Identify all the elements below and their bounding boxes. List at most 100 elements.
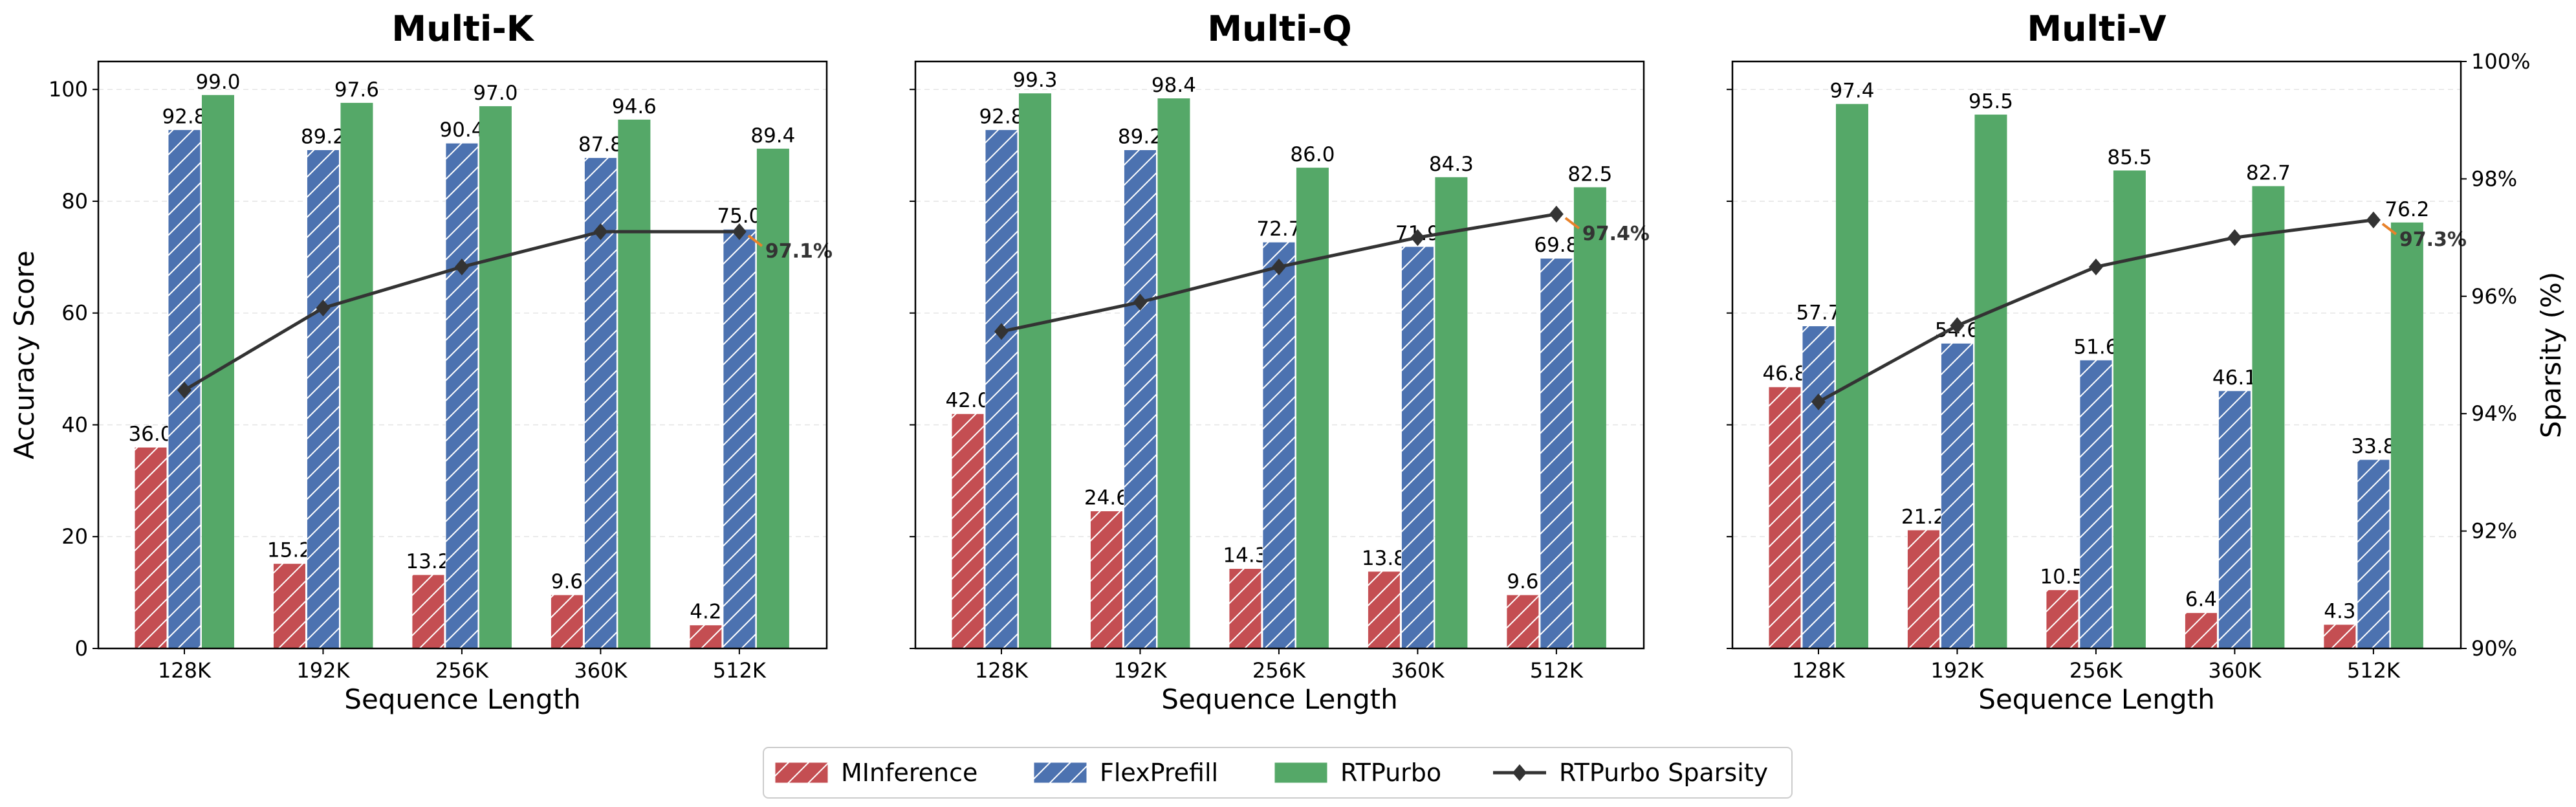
bar-value-label: 99.0 bbox=[195, 71, 240, 94]
sparsity-marker bbox=[1133, 293, 1148, 311]
legend-swatch-minference bbox=[774, 762, 829, 784]
x-tick-label: 512K bbox=[713, 658, 767, 683]
bar-value-label: 92.8 bbox=[162, 105, 206, 128]
bar-value-label: 51.6 bbox=[2073, 335, 2118, 359]
bar-value-label: 4.2 bbox=[690, 601, 721, 624]
bar-value-label: 98.4 bbox=[1152, 74, 1196, 97]
x-axis-label: Sequence Length bbox=[344, 683, 580, 715]
sparsity-annotation: 97.4% bbox=[1582, 223, 1650, 245]
x-tick-label: 128K bbox=[1792, 658, 1846, 683]
sparsity-marker bbox=[1410, 229, 1425, 247]
x-tick-label: 256K bbox=[1252, 658, 1306, 683]
panel-title: Multi-Q bbox=[1207, 8, 1351, 49]
sparsity-marker bbox=[1950, 317, 1965, 335]
bar-value-label: 57.7 bbox=[1796, 302, 1840, 325]
bar-minference-512k bbox=[689, 625, 723, 649]
bar-flexprefill-256k bbox=[2079, 359, 2113, 649]
bar-minference-360k bbox=[2184, 612, 2218, 649]
bar-value-label: 85.5 bbox=[2107, 146, 2152, 169]
panel-multi-k: 0 20 40 60 80 100 36.0 15.2 13.2 9.6 4.2 92.8 89.2 90… bbox=[8, 8, 833, 715]
y-tick-label: 20 bbox=[61, 524, 88, 549]
x-tick-label: 192K bbox=[1113, 658, 1167, 683]
sparsity-marker bbox=[2227, 229, 2242, 247]
y-tick-label: 80 bbox=[61, 189, 88, 214]
bar-flexprefill-512k bbox=[1540, 258, 1573, 649]
sparsity-marker bbox=[2088, 258, 2103, 276]
sparsity-annotation-arrow bbox=[2381, 223, 2397, 236]
bar-value-label: 95.5 bbox=[1969, 90, 2013, 113]
bar-value-label: 13.8 bbox=[1362, 547, 1406, 570]
bar-value-label: 89.4 bbox=[750, 124, 795, 148]
x-tick-label: 192K bbox=[1930, 658, 1984, 683]
bar-rtpurbo-360k bbox=[1435, 177, 1468, 648]
y-tick-label: 40 bbox=[61, 412, 88, 437]
bar-flexprefill-512k bbox=[723, 228, 756, 649]
y-axis-label: Accuracy Score bbox=[8, 250, 40, 459]
bar-value-label: 87.8 bbox=[578, 133, 623, 157]
bar-value-label: 46.1 bbox=[2212, 366, 2257, 390]
bar-rtpurbo-128k bbox=[1018, 93, 1051, 649]
y2-tick-label: 90% bbox=[2471, 636, 2517, 661]
bar-value-label: 9.6 bbox=[1507, 570, 1538, 593]
bar-flexprefill-360k bbox=[1401, 246, 1434, 649]
bar-value-label: 90.4 bbox=[439, 118, 484, 142]
bar-value-label: 89.2 bbox=[301, 125, 345, 148]
bar-value-label: 15.2 bbox=[267, 539, 312, 562]
bar-flexprefill-128k bbox=[985, 129, 1018, 649]
bar-rtpurbo-512k bbox=[2390, 222, 2423, 649]
bar-minference-128k bbox=[134, 447, 168, 649]
bar-value-label: 82.7 bbox=[2246, 162, 2291, 185]
sparsity-annotation-arrow bbox=[747, 234, 763, 247]
bar-value-label: 97.4 bbox=[1829, 80, 1874, 103]
y2-tick-label: 96% bbox=[2471, 284, 2517, 309]
sparsity-marker bbox=[177, 381, 191, 399]
bar-minference-192k bbox=[272, 563, 306, 649]
bar-value-label: 46.8 bbox=[1762, 362, 1807, 386]
bar-minference-256k bbox=[1228, 568, 1262, 649]
bar-value-label: 42.0 bbox=[945, 389, 990, 412]
sparsity-marker bbox=[2366, 211, 2381, 228]
legend-label: FlexPrefill bbox=[1100, 758, 1218, 787]
y-tick-label: 100 bbox=[49, 77, 88, 102]
bar-flexprefill-128k bbox=[1802, 326, 1835, 649]
bar-rtpurbo-256k bbox=[479, 106, 512, 649]
y2-tick-label: 100% bbox=[2471, 49, 2530, 74]
sparsity-annotation: 97.3% bbox=[2399, 228, 2467, 251]
sparsity-annotation-arrow bbox=[1564, 217, 1580, 230]
y2-tick-label: 98% bbox=[2471, 166, 2517, 191]
plot-frame bbox=[1731, 60, 2462, 650]
bar-rtpurbo-360k bbox=[2252, 186, 2285, 648]
legend-label: RTPurbo bbox=[1340, 758, 1441, 787]
bar-value-label: 76.2 bbox=[2385, 198, 2429, 221]
bar-flexprefill-360k bbox=[2218, 390, 2251, 649]
bar-rtpurbo-256k bbox=[2113, 170, 2146, 648]
bar-value-label: 6.4 bbox=[2185, 588, 2217, 612]
bar-value-label: 97.6 bbox=[334, 78, 379, 102]
bar-value-label: 4.3 bbox=[2324, 600, 2355, 623]
bar-minference-256k bbox=[2046, 589, 2079, 649]
legend-label: MInference bbox=[841, 758, 977, 787]
x-tick-label: 192K bbox=[296, 658, 350, 683]
bar-value-label: 36.0 bbox=[128, 423, 173, 446]
bar-value-label: 10.5 bbox=[2040, 565, 2084, 588]
x-tick-label: 512K bbox=[1530, 658, 1584, 683]
legend-swatch-marker bbox=[1512, 764, 1527, 781]
bar-flexprefill-192k bbox=[306, 149, 340, 649]
sparsity-marker bbox=[1271, 258, 1286, 276]
bar-rtpurbo-512k bbox=[1573, 187, 1606, 648]
bar-value-label: 21.2 bbox=[1901, 505, 1946, 529]
bar-flexprefill-256k bbox=[1262, 241, 1296, 649]
y-tick-label: 0 bbox=[75, 636, 88, 661]
sparsity-annotation: 97.1% bbox=[765, 240, 833, 263]
bar-value-label: 97.0 bbox=[473, 82, 518, 105]
sparsity-marker bbox=[316, 299, 331, 316]
bar-flexprefill-192k bbox=[1940, 342, 1974, 649]
x-axis-label: Sequence Length bbox=[1978, 683, 2214, 715]
bar-value-label: 13.2 bbox=[406, 550, 450, 573]
bar-minference-192k bbox=[1906, 529, 1940, 649]
x-tick-label: 256K bbox=[435, 658, 489, 683]
bar-flexprefill-256k bbox=[445, 142, 479, 649]
bar-minference-360k bbox=[550, 594, 584, 649]
bar-minference-256k bbox=[411, 574, 445, 649]
